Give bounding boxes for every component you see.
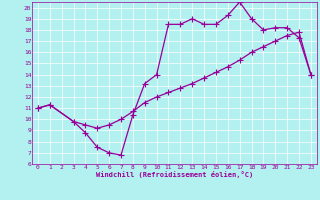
X-axis label: Windchill (Refroidissement éolien,°C): Windchill (Refroidissement éolien,°C): [96, 171, 253, 178]
